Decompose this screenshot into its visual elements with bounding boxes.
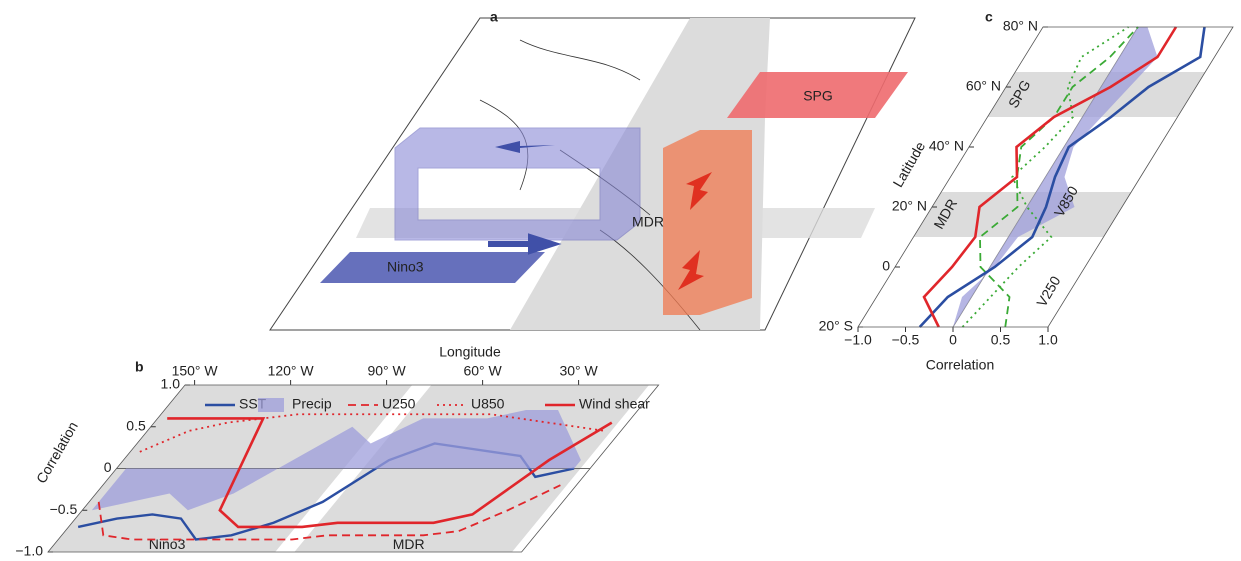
y-tick-label: 0 [104, 459, 112, 475]
y-axis-title: Latitude [889, 139, 928, 190]
nino3-box [320, 252, 545, 283]
y-tick-label: −0.5 [50, 501, 78, 517]
y-tick-label: 40° N [929, 138, 964, 154]
y-tick-label: 20° S [819, 318, 853, 334]
x-axis-title: Longitude [439, 344, 501, 360]
y-axis-title: Correlation [33, 419, 81, 486]
region-label: Nino3 [387, 259, 424, 275]
region-label: Nino3 [149, 536, 186, 552]
legend-label: U250 [382, 396, 416, 412]
x-tick-label: 60° W [463, 363, 502, 379]
y-tick-label: 60° N [966, 78, 1001, 94]
legend-label: Precip [292, 396, 332, 412]
legend-swatch [258, 398, 284, 412]
mdr-box [663, 130, 752, 315]
y-tick-label: 1.0 [161, 376, 181, 392]
y-tick-label: 80° N [1003, 18, 1038, 34]
x-tick-label: 0.5 [991, 332, 1011, 348]
region-label: MDR [393, 536, 425, 552]
x-tick-label: 120° W [268, 363, 315, 379]
x-tick-label: 30° W [559, 363, 598, 379]
x-tick-label: −1.0 [844, 332, 872, 348]
y-tick-label: 0.5 [126, 417, 146, 433]
map-panel: a Nino3 MDR SPG [270, 9, 915, 330]
x-tick-label: 90° W [367, 363, 406, 379]
region-label: SPG [803, 88, 833, 104]
panel-label: c [985, 9, 993, 25]
region-label: MDR [632, 214, 664, 230]
y-tick-label: 20° N [892, 198, 927, 214]
x-tick-label: 1.0 [1038, 332, 1058, 348]
panel-label: a [490, 9, 498, 25]
x-axis-title: Correlation [926, 357, 994, 373]
x-tick-label: −0.5 [892, 332, 920, 348]
figure: a Nino3 MDR SPG Nino3MDR150° W120° W90° … [0, 0, 1241, 561]
x-tick-label: 0 [949, 332, 957, 348]
y-tick-label: −1.0 [15, 543, 43, 559]
panel-label: b [135, 359, 144, 375]
legend-label: U850 [471, 396, 505, 412]
y-tick-label: 0 [882, 258, 890, 274]
legend-label: Wind shear [579, 396, 650, 412]
